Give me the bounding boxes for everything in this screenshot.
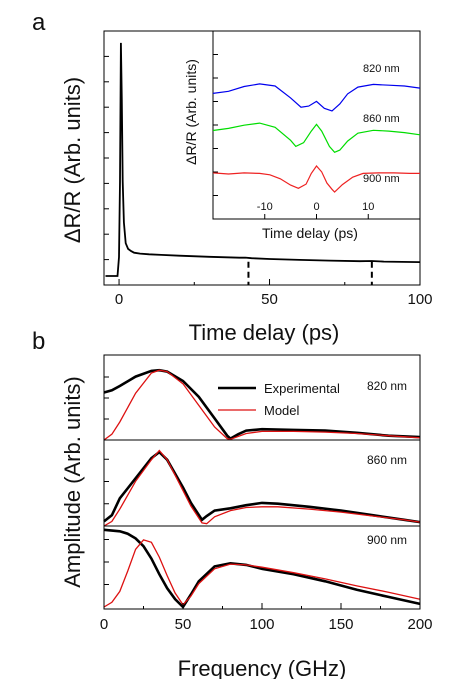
- panel-b-subplot-label: 900 nm: [367, 533, 407, 547]
- inset-yticks: [213, 54, 218, 196]
- inset-trace-0: [212, 83, 421, 112]
- panel-b-xtick-label: 100: [249, 616, 274, 633]
- panel-a-inset: 820 nm 860 nm 900 nm -10 0 10 Time delay (ps…: [183, 30, 421, 241]
- panel-b-xlabel: Frequency (GHz): [178, 656, 347, 679]
- panel-b-series: [103, 368, 421, 610]
- panel-a-letter: a: [32, 9, 46, 36]
- inset-trace-2: [212, 165, 420, 193]
- panel-a-yticks: [104, 55, 109, 261]
- panel-a-ylabel: ΔR/R (Arb. units): [60, 77, 85, 243]
- panel-b-xtick-label: 200: [407, 616, 432, 633]
- panel-b-trace: [103, 449, 421, 527]
- panel-b-frame: [103, 354, 421, 610]
- panel-a: 0 50 100 Time delay (ps) ΔR/R (Arb. units)…: [60, 30, 433, 345]
- panel-b-trace: [103, 368, 421, 441]
- panel-b-xtick-label: 0: [100, 616, 108, 633]
- inset-series-label: 860 nm: [363, 113, 400, 125]
- inset-ylabel: ΔR/R (Arb. units): [183, 59, 199, 165]
- inset-xlabel: Time delay (ps): [262, 225, 358, 241]
- panel-a-xtick-label: 0: [115, 291, 123, 308]
- panel-a-markers: [247, 261, 373, 285]
- inset-xaxis: -10 0 10: [257, 201, 374, 219]
- panel-b-trace: [103, 539, 421, 608]
- panel-a-series: [105, 42, 421, 277]
- inset-series-label: 900 nm: [363, 173, 400, 185]
- panel-b: 0 50 100 150 200 820 nm 860 nm 900 nm Experime…: [60, 354, 433, 679]
- panel-a-xtick-label: 100: [407, 291, 432, 308]
- panel-b-xtick-label: 150: [328, 616, 353, 633]
- inset-series: [212, 83, 421, 193]
- panel-b-xtick-label: 50: [175, 616, 192, 633]
- inset-xtick-label: -10: [257, 201, 273, 213]
- panel-b-yticks: [104, 376, 109, 585]
- legend-label: Model: [264, 403, 300, 418]
- panel-b-subplot-labels: 820 nm 860 nm 900 nm: [367, 379, 407, 547]
- panel-b-letter: b: [32, 328, 45, 355]
- inset-xtick-label: 10: [362, 201, 374, 213]
- panel-b-trace: [103, 450, 421, 524]
- panel-b-subplot-label: 860 nm: [367, 453, 407, 467]
- panel-b-xaxis: 0 50 100 150 200: [100, 603, 433, 633]
- panel-a-xtick-label: 50: [261, 291, 278, 308]
- inset-trace-1: [212, 122, 421, 154]
- panel-a-trace-0: [105, 42, 421, 277]
- panel-b-trace: [103, 369, 421, 441]
- panel-a-xaxis: 0 50 100: [115, 279, 433, 308]
- inset-series-label: 820 nm: [363, 63, 400, 75]
- legend-label: Experimental: [264, 381, 340, 396]
- panel-b-legend: Experimental Model: [218, 381, 340, 418]
- inset-xtick-label: 0: [313, 201, 319, 213]
- panel-b-subplot-label: 820 nm: [367, 379, 407, 393]
- inset-series-labels: 820 nm 860 nm 900 nm: [363, 63, 400, 185]
- panel-b-ylabel: Amplitude (Arb. units): [60, 376, 85, 588]
- panel-a-xlabel: Time delay (ps): [189, 320, 340, 345]
